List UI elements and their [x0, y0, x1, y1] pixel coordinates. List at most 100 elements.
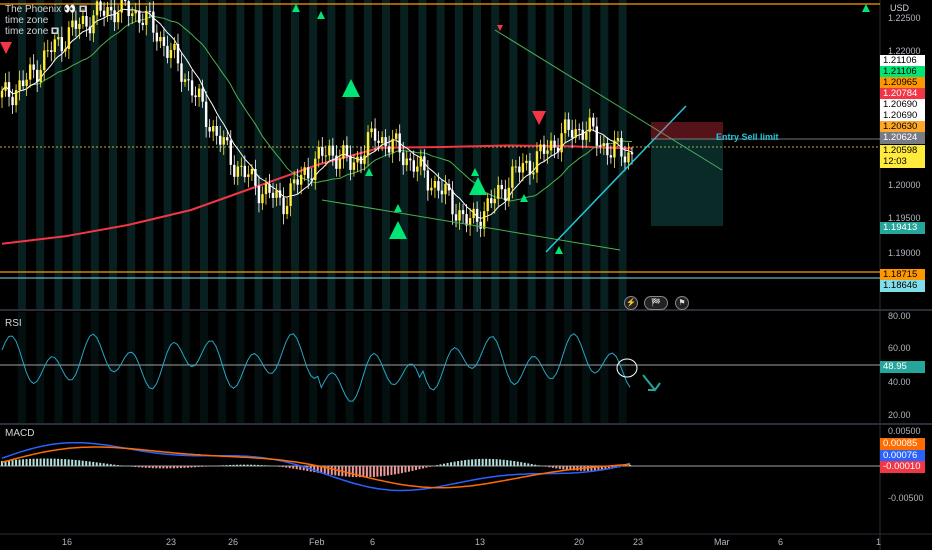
macd-bar — [8, 460, 11, 466]
candle-body — [518, 166, 521, 173]
candle-body — [46, 50, 49, 52]
session-band — [54, 312, 63, 424]
macd-bar — [92, 461, 95, 466]
session-band — [309, 312, 318, 424]
macd-bar — [369, 466, 372, 478]
macd-bar — [260, 465, 263, 466]
candle-body — [511, 166, 514, 188]
price-tag: 1.20624 — [880, 132, 925, 144]
buy-signal-icon — [389, 221, 407, 239]
candle-body — [338, 158, 342, 169]
macd-bar — [106, 463, 109, 466]
session-band — [54, 0, 63, 310]
session-band — [418, 312, 427, 424]
candle-body — [507, 187, 511, 201]
rsi-circle-annotation[interactable] — [616, 358, 638, 378]
macd-bar — [548, 466, 551, 468]
lightning-icon[interactable]: ⚡ — [624, 296, 638, 310]
candle-body — [486, 198, 489, 212]
session-band — [254, 312, 263, 424]
take-profit-zone[interactable] — [651, 139, 723, 226]
entry-sell-limit-label[interactable]: Entry Sell limit — [716, 132, 779, 142]
macd-bar — [299, 466, 302, 470]
macd-bar — [562, 466, 565, 470]
macd-bar — [485, 458, 488, 466]
macd-bar — [523, 462, 526, 466]
macd-bar — [264, 465, 267, 466]
macd-bar — [22, 459, 25, 466]
macd-bar — [134, 466, 137, 467]
macd-bar — [46, 458, 49, 466]
candle-body — [324, 155, 327, 157]
macd-bar — [400, 466, 403, 474]
macd-bar — [229, 464, 232, 466]
candle-body — [412, 160, 415, 172]
candle-body — [155, 32, 159, 42]
ma-red-line — [1, 144, 633, 245]
session-band — [582, 312, 591, 424]
legend-line-1[interactable]: The Phoenix 👀 🞓 — [5, 4, 87, 15]
session-band — [291, 312, 299, 424]
rsi-arrow-down-icon[interactable] — [642, 374, 661, 392]
trendline-cyan[interactable] — [545, 105, 687, 253]
candle-body — [166, 45, 169, 58]
session-band — [564, 312, 572, 424]
time-tick: 23 — [166, 537, 177, 547]
candle-body — [57, 37, 60, 40]
macd-bar — [88, 461, 91, 466]
macd-bar — [386, 466, 389, 476]
macd-bar — [281, 466, 284, 468]
macd-bar — [358, 466, 361, 478]
rsi-line — [1, 333, 631, 402]
flag-events-icon[interactable]: 🏁 — [644, 296, 668, 310]
macd-bar — [53, 458, 56, 466]
macd-title[interactable]: MACD — [5, 428, 35, 439]
macd-bar — [285, 466, 288, 468]
candle-body — [296, 179, 299, 185]
macd-bar — [600, 466, 603, 471]
legend-line-2[interactable]: time zone — [5, 15, 49, 26]
candle-body — [500, 184, 503, 190]
candle-body — [106, 7, 109, 16]
macd-bar — [534, 464, 537, 466]
us-flag-icon[interactable]: ⚑ — [675, 296, 689, 310]
candle-body — [585, 131, 588, 140]
candle-body — [409, 158, 412, 161]
session-band — [400, 312, 409, 424]
stop-loss-zone[interactable] — [651, 122, 723, 139]
legend-line-3[interactable]: time zone 🞓 — [5, 26, 59, 37]
session-band — [618, 312, 627, 424]
price-tag: 1.20598 — [880, 145, 925, 157]
currency-label[interactable]: USD — [890, 3, 910, 13]
macd-bar — [555, 466, 558, 469]
price-tick: 1.19500 — [888, 213, 921, 223]
macd-bar — [506, 460, 509, 466]
macd-bar — [509, 460, 512, 466]
candle-body — [204, 101, 208, 128]
buy-signal-icon — [394, 204, 402, 212]
trendline-upper-green[interactable] — [494, 29, 723, 171]
sell-signal-icon — [0, 42, 12, 54]
session-band — [382, 312, 390, 424]
candle-body — [176, 43, 180, 64]
trendline-lower-green[interactable] — [321, 199, 621, 251]
candle-body — [219, 135, 222, 145]
session-band — [218, 0, 227, 310]
candle-body — [43, 50, 46, 71]
macd-bar — [18, 459, 21, 466]
candle-body — [145, 10, 148, 25]
indicator-legend[interactable]: The Phoenix 👀 🞓 time zone time zone 🞓 — [5, 4, 87, 37]
rsi-title[interactable]: RSI — [5, 318, 22, 329]
rsi-tick: 60.00 — [888, 343, 911, 353]
macd-bar — [516, 461, 519, 466]
candle-body — [282, 197, 285, 215]
macd-bar — [464, 460, 467, 466]
ma-white-line — [1, 8, 633, 220]
candle-body — [50, 50, 53, 52]
macd-bar — [457, 461, 460, 466]
macd-bar — [313, 466, 316, 473]
session-band — [309, 0, 318, 310]
candle-body — [11, 96, 14, 106]
buy-signal-icon — [292, 4, 300, 12]
candle-body — [229, 140, 232, 165]
